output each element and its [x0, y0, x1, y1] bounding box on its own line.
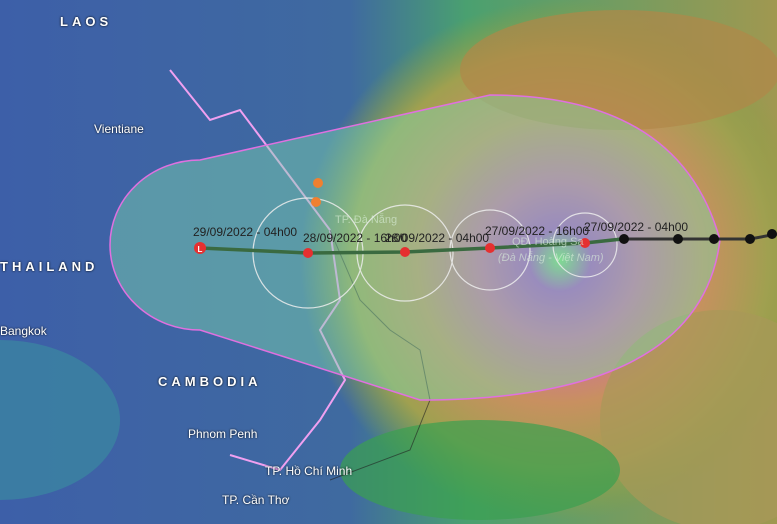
forecast-time-label: 28/09/2022 - 16h00	[303, 231, 408, 245]
island-label: QĐ. Hoàng Sa	[512, 236, 584, 248]
location-pin-icon	[311, 197, 321, 207]
typhoon-icon	[580, 238, 590, 248]
uncertainty-cone	[109, 94, 721, 401]
typhoon-icon	[485, 243, 495, 253]
forecast-time-label: 28/09/2022 - 04h00	[385, 231, 490, 245]
forecast-track	[199, 237, 623, 255]
typhoon-icon	[400, 247, 410, 257]
low-pressure-icon	[194, 242, 206, 254]
city-label: Bangkok	[0, 324, 47, 338]
forecast-time-label: 27/09/2022 - 04h00	[584, 220, 689, 234]
forecast-time-label: 29/09/2022 - 04h00	[193, 225, 298, 239]
past-positions	[619, 229, 777, 244]
city-label: TP. Hồ Chí Minh	[265, 464, 353, 478]
svg-text:L: L	[198, 245, 203, 254]
typhoon-icon	[303, 248, 313, 258]
city-label: Vientiane	[94, 122, 144, 136]
location-pin-icon	[313, 178, 323, 188]
country-label: LAOS	[60, 14, 113, 29]
country-label: THAILAND	[0, 259, 99, 274]
city-label: TP. Đà Nẵng	[335, 214, 398, 226]
country-label: CAMBODIA	[158, 374, 262, 389]
island-note: (Đà Nẵng - Việt Nam)	[498, 252, 604, 264]
city-label: Phnom Penh	[188, 427, 258, 441]
city-label: TP. Cần Thơ	[222, 493, 290, 507]
typhoon-markers	[303, 238, 590, 258]
border-line	[169, 69, 347, 472]
forecast-time-label: 27/09/2022 - 16h00	[485, 224, 590, 238]
